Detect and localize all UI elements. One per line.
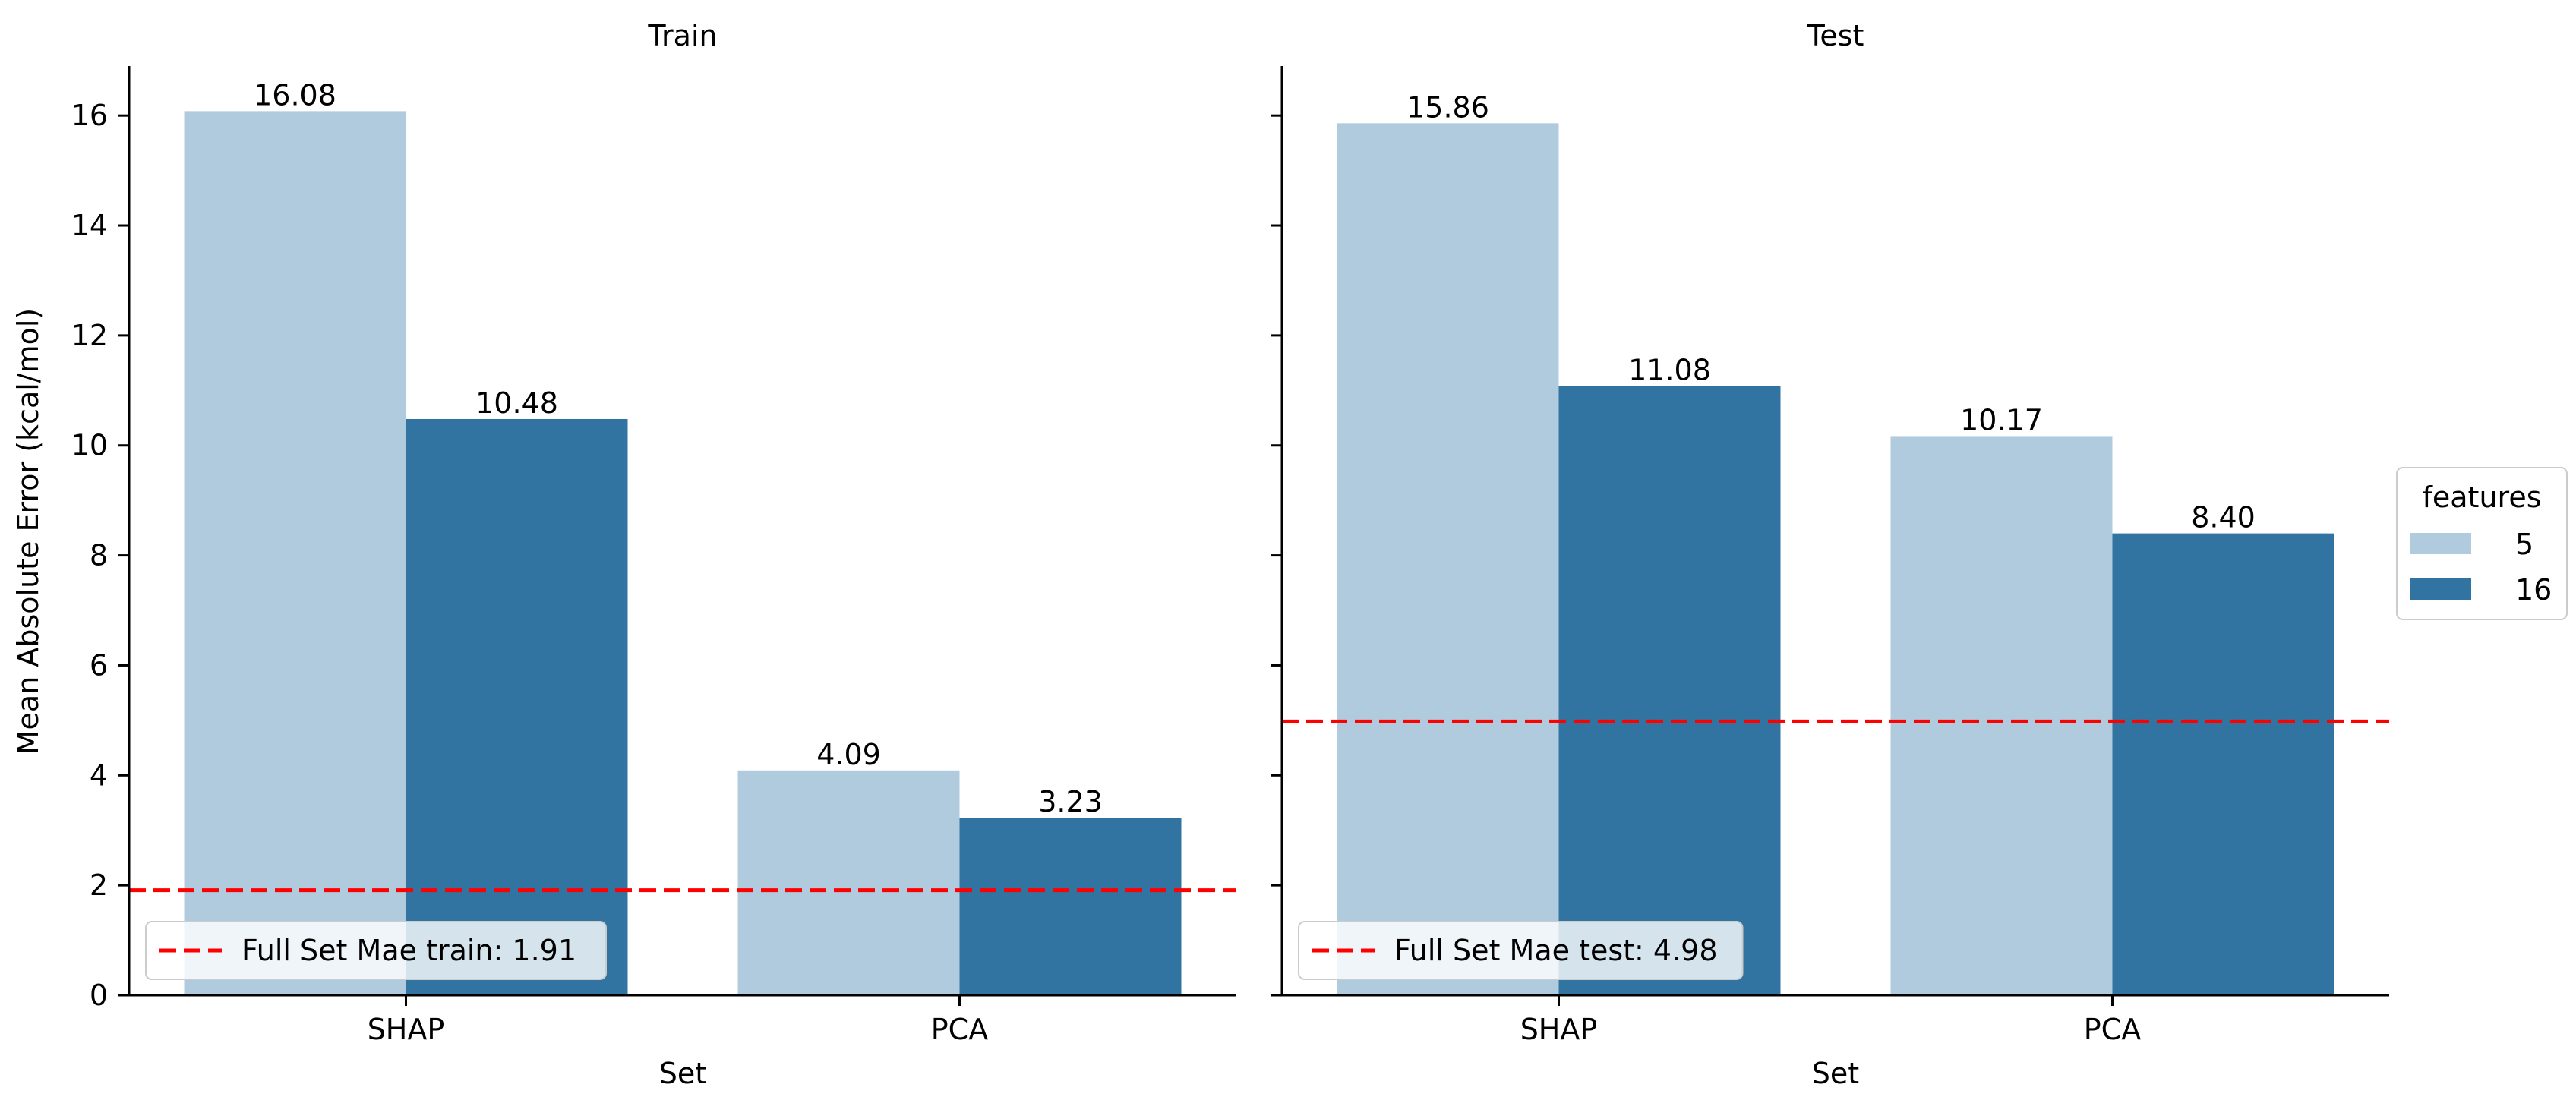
x-tick-label: PCA	[931, 1013, 988, 1046]
x-tick-label: SHAP	[368, 1013, 445, 1046]
y-tick-label: 12	[71, 319, 108, 352]
reference-legend: Full Set Mae train: 1.91	[145, 921, 607, 980]
legend: features 5 16	[2396, 467, 2568, 620]
y-axis-label: Mean Absolute Error (kcal/mol)	[11, 308, 45, 755]
legend-label: 16	[2515, 573, 2552, 607]
legend-title: features	[2423, 481, 2542, 514]
bar	[406, 418, 628, 995]
panel-title: Test	[1807, 19, 1864, 52]
panel-title: Train	[647, 19, 717, 52]
x-tick-label: SHAP	[1520, 1013, 1598, 1046]
bar-label: 4.09	[816, 738, 881, 771]
x-tick-label: PCA	[2084, 1013, 2141, 1046]
bar-label: 16.08	[254, 78, 336, 112]
reference-legend: Full Set Mae test: 4.98	[1298, 921, 1744, 980]
bar-label: 11.08	[1628, 354, 1711, 387]
y-tick-label: 16	[71, 99, 108, 132]
bar-label: 3.23	[1038, 785, 1103, 818]
x-axis-label: Set	[1812, 1057, 1859, 1090]
bar	[737, 770, 960, 995]
legend-swatch	[2410, 533, 2471, 554]
bar-label: 10.48	[475, 386, 558, 420]
panels: Train 16.08 10.48 SHAP 4.09 3.23 PCA 0 2 4 6 8 10 12 1…	[71, 19, 2389, 1090]
bar	[2112, 533, 2334, 995]
reference-legend-label: Full Set Mae train: 1.91	[242, 934, 576, 967]
bar	[1890, 436, 2113, 995]
bar-label: 10.17	[1960, 403, 2043, 437]
bar	[1337, 123, 1559, 995]
y-tick-label: 4	[90, 758, 108, 792]
y-tick-label: 2	[90, 868, 108, 902]
bar	[959, 818, 1182, 995]
bar	[184, 111, 406, 995]
panel-train: Train 16.08 10.48 SHAP 4.09 3.23 PCA 0 2 4 6 8 10 12 1…	[71, 19, 1236, 1090]
y-tick-label: 14	[71, 209, 108, 242]
x-axis-label: Set	[659, 1057, 706, 1090]
y-tick-label: 0	[90, 979, 108, 1012]
legend-label: 5	[2515, 528, 2533, 561]
reference-legend-label: Full Set Mae test: 4.98	[1394, 934, 1718, 967]
y-tick-label: 6	[90, 648, 108, 682]
bar	[1558, 386, 1781, 995]
legend-swatch	[2410, 578, 2471, 600]
y-tick-label: 10	[71, 429, 108, 462]
reference-legend-box	[1298, 921, 1744, 980]
reference-legend-box	[145, 921, 607, 980]
panel-test: Test 15.86 11.08 SHAP 10.17 8.40 PCA Set Full Se…	[1271, 19, 2389, 1090]
y-tick-label: 8	[90, 539, 108, 572]
bar-label: 15.86	[1406, 90, 1489, 124]
bar-label: 8.40	[2191, 501, 2256, 534]
